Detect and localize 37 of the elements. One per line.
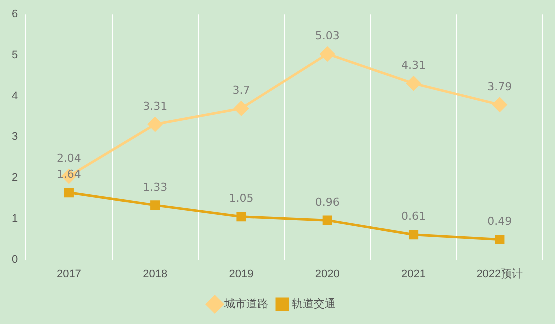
point [234, 101, 249, 116]
data-label: 3.79 [488, 80, 512, 94]
y-tick-label: 5 [12, 50, 18, 62]
data-label: 1.05 [229, 192, 254, 206]
y-tick-label: 4 [12, 90, 18, 102]
data-label: 3.31 [143, 100, 168, 113]
data-label: 0.49 [488, 215, 512, 228]
point [320, 46, 335, 62]
x-tick-label: 2019 [229, 268, 254, 280]
y-tick-label: 3 [12, 131, 18, 144]
point [492, 98, 508, 112]
x-tick-label: 2017 [56, 268, 82, 280]
x-tick-label: 2018 [143, 268, 168, 280]
y-tick-label: 0 [12, 254, 18, 266]
y-tick-label: 2 [12, 172, 18, 184]
point [236, 212, 246, 222]
legend-label: 轨道交通 [292, 297, 336, 310]
legend-label: 城市道路 [224, 297, 268, 310]
data-label: 1.33 [143, 180, 168, 194]
point [150, 200, 160, 210]
point [495, 234, 505, 245]
x-tick-label: 2020 [315, 268, 340, 280]
x-tick-label: 2022预计 [476, 267, 524, 280]
y-tick-label: 6 [12, 8, 18, 21]
data-label: 0.96 [315, 196, 340, 209]
y-tick-label: 1 [12, 212, 18, 225]
point [322, 216, 332, 226]
data-label: 2.04 [56, 152, 82, 165]
data-label: 0.61 [402, 210, 426, 224]
x-tick-label: 2021 [402, 268, 426, 280]
data-label: 4.31 [402, 59, 426, 72]
point [408, 230, 419, 240]
point [64, 188, 74, 198]
point [406, 76, 422, 91]
data-label: 3.7 [232, 84, 250, 97]
data-label: 5.03 [315, 30, 340, 43]
point [148, 117, 163, 132]
